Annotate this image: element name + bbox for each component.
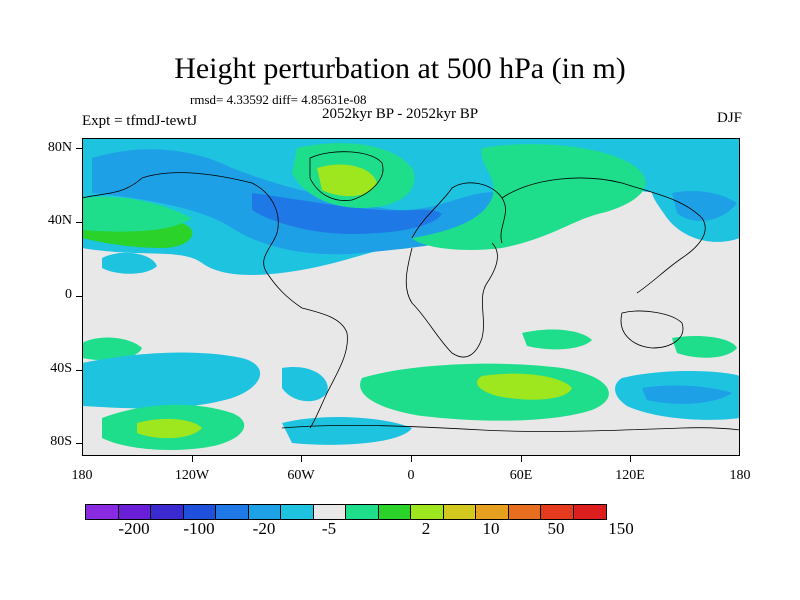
lat-tick xyxy=(76,296,82,297)
lat-label-40n: 40N xyxy=(47,213,72,228)
lon-label-180e: 180 xyxy=(729,468,751,483)
lon-label-120e: 120E xyxy=(615,468,645,483)
colorbar-swatch xyxy=(541,505,574,519)
map-cyan-south-atlantic xyxy=(282,367,328,402)
lat-tick xyxy=(76,443,82,444)
lat-label-80n: 80N xyxy=(47,140,72,155)
lon-label-60w: 60W xyxy=(287,468,315,483)
colorbar-label: -5 xyxy=(321,519,337,538)
colorbar-label: -200 xyxy=(118,519,150,538)
colorbar-swatch xyxy=(248,505,281,519)
lon-tick xyxy=(301,456,302,462)
colorbar-label: 10 xyxy=(482,519,500,538)
lat-label-80s: 80S xyxy=(50,434,72,449)
colorbar-swatch xyxy=(118,505,151,519)
lon-label-180w: 180 xyxy=(71,468,93,483)
period-label: 2052kyr BP - 2052kyr BP xyxy=(322,106,479,122)
colorbar-label: 150 xyxy=(608,519,634,538)
colorbar-label: 50 xyxy=(547,519,565,538)
colorbar-swatch xyxy=(346,505,379,519)
colorbar-swatch xyxy=(443,505,476,519)
lon-label-0: 0 xyxy=(407,468,415,483)
lat-tick xyxy=(76,148,82,149)
experiment-label: Expt = tfmdJ-tewtJ xyxy=(82,113,198,129)
colorbar-swatch xyxy=(216,505,249,519)
map-blue-pacific-west xyxy=(672,191,737,221)
lat-tick xyxy=(76,370,82,371)
map-lime-greenland xyxy=(317,164,377,197)
season-label: DJF xyxy=(716,110,742,126)
lat-tick xyxy=(76,222,82,223)
colorbar-swatch xyxy=(281,505,314,519)
height-perturbation-map xyxy=(82,138,740,456)
colorbar-swatch xyxy=(86,505,119,519)
colorbar-label: 2 xyxy=(421,519,431,538)
colorbar-swatch xyxy=(411,505,444,519)
colorbar-swatch xyxy=(151,505,184,519)
plot-title: Height perturbation at 500 hPa (in m) xyxy=(174,52,626,85)
map-frame xyxy=(82,138,740,456)
colorbar-swatch xyxy=(508,505,541,519)
colorbar xyxy=(85,504,607,520)
lon-tick xyxy=(521,456,522,462)
map-green-indian-north xyxy=(522,329,592,350)
map-green-australia xyxy=(672,336,737,358)
lon-tick xyxy=(192,456,193,462)
lat-label-40s: 40S xyxy=(50,361,72,376)
colorbar-swatch xyxy=(573,505,606,519)
coastlines xyxy=(82,151,740,432)
map-lime-south-pacific xyxy=(137,418,202,439)
map-cyan-small-pacific xyxy=(102,252,157,274)
map-cyan-south-pacific xyxy=(82,352,261,409)
lon-label-60e: 60E xyxy=(509,468,533,483)
colorbar-label: -100 xyxy=(183,519,215,538)
map-blue-southeast xyxy=(642,385,732,404)
map-lime-south-indian xyxy=(477,373,572,400)
lon-label-120w: 120W xyxy=(174,468,210,483)
map-dark-blue-north xyxy=(252,193,442,234)
rmsd-stats: rmsd= 4.33592 diff= 4.85631e-08 xyxy=(190,92,367,107)
lon-tick xyxy=(630,456,631,462)
map-green-eurasia xyxy=(412,144,646,250)
colorbar-swatch xyxy=(313,505,346,519)
colorbar-swatch xyxy=(183,505,216,519)
colorbar-swatch xyxy=(476,505,509,519)
lon-tick xyxy=(411,456,412,462)
colorbar-swatch xyxy=(378,505,411,519)
map-green-south-pacific-1 xyxy=(82,337,142,361)
lat-label-0: 0 xyxy=(65,287,72,302)
colorbar-label: -20 xyxy=(252,519,276,538)
map-green-na-west-light xyxy=(82,196,192,232)
map-cyan-antarctic xyxy=(282,416,412,445)
